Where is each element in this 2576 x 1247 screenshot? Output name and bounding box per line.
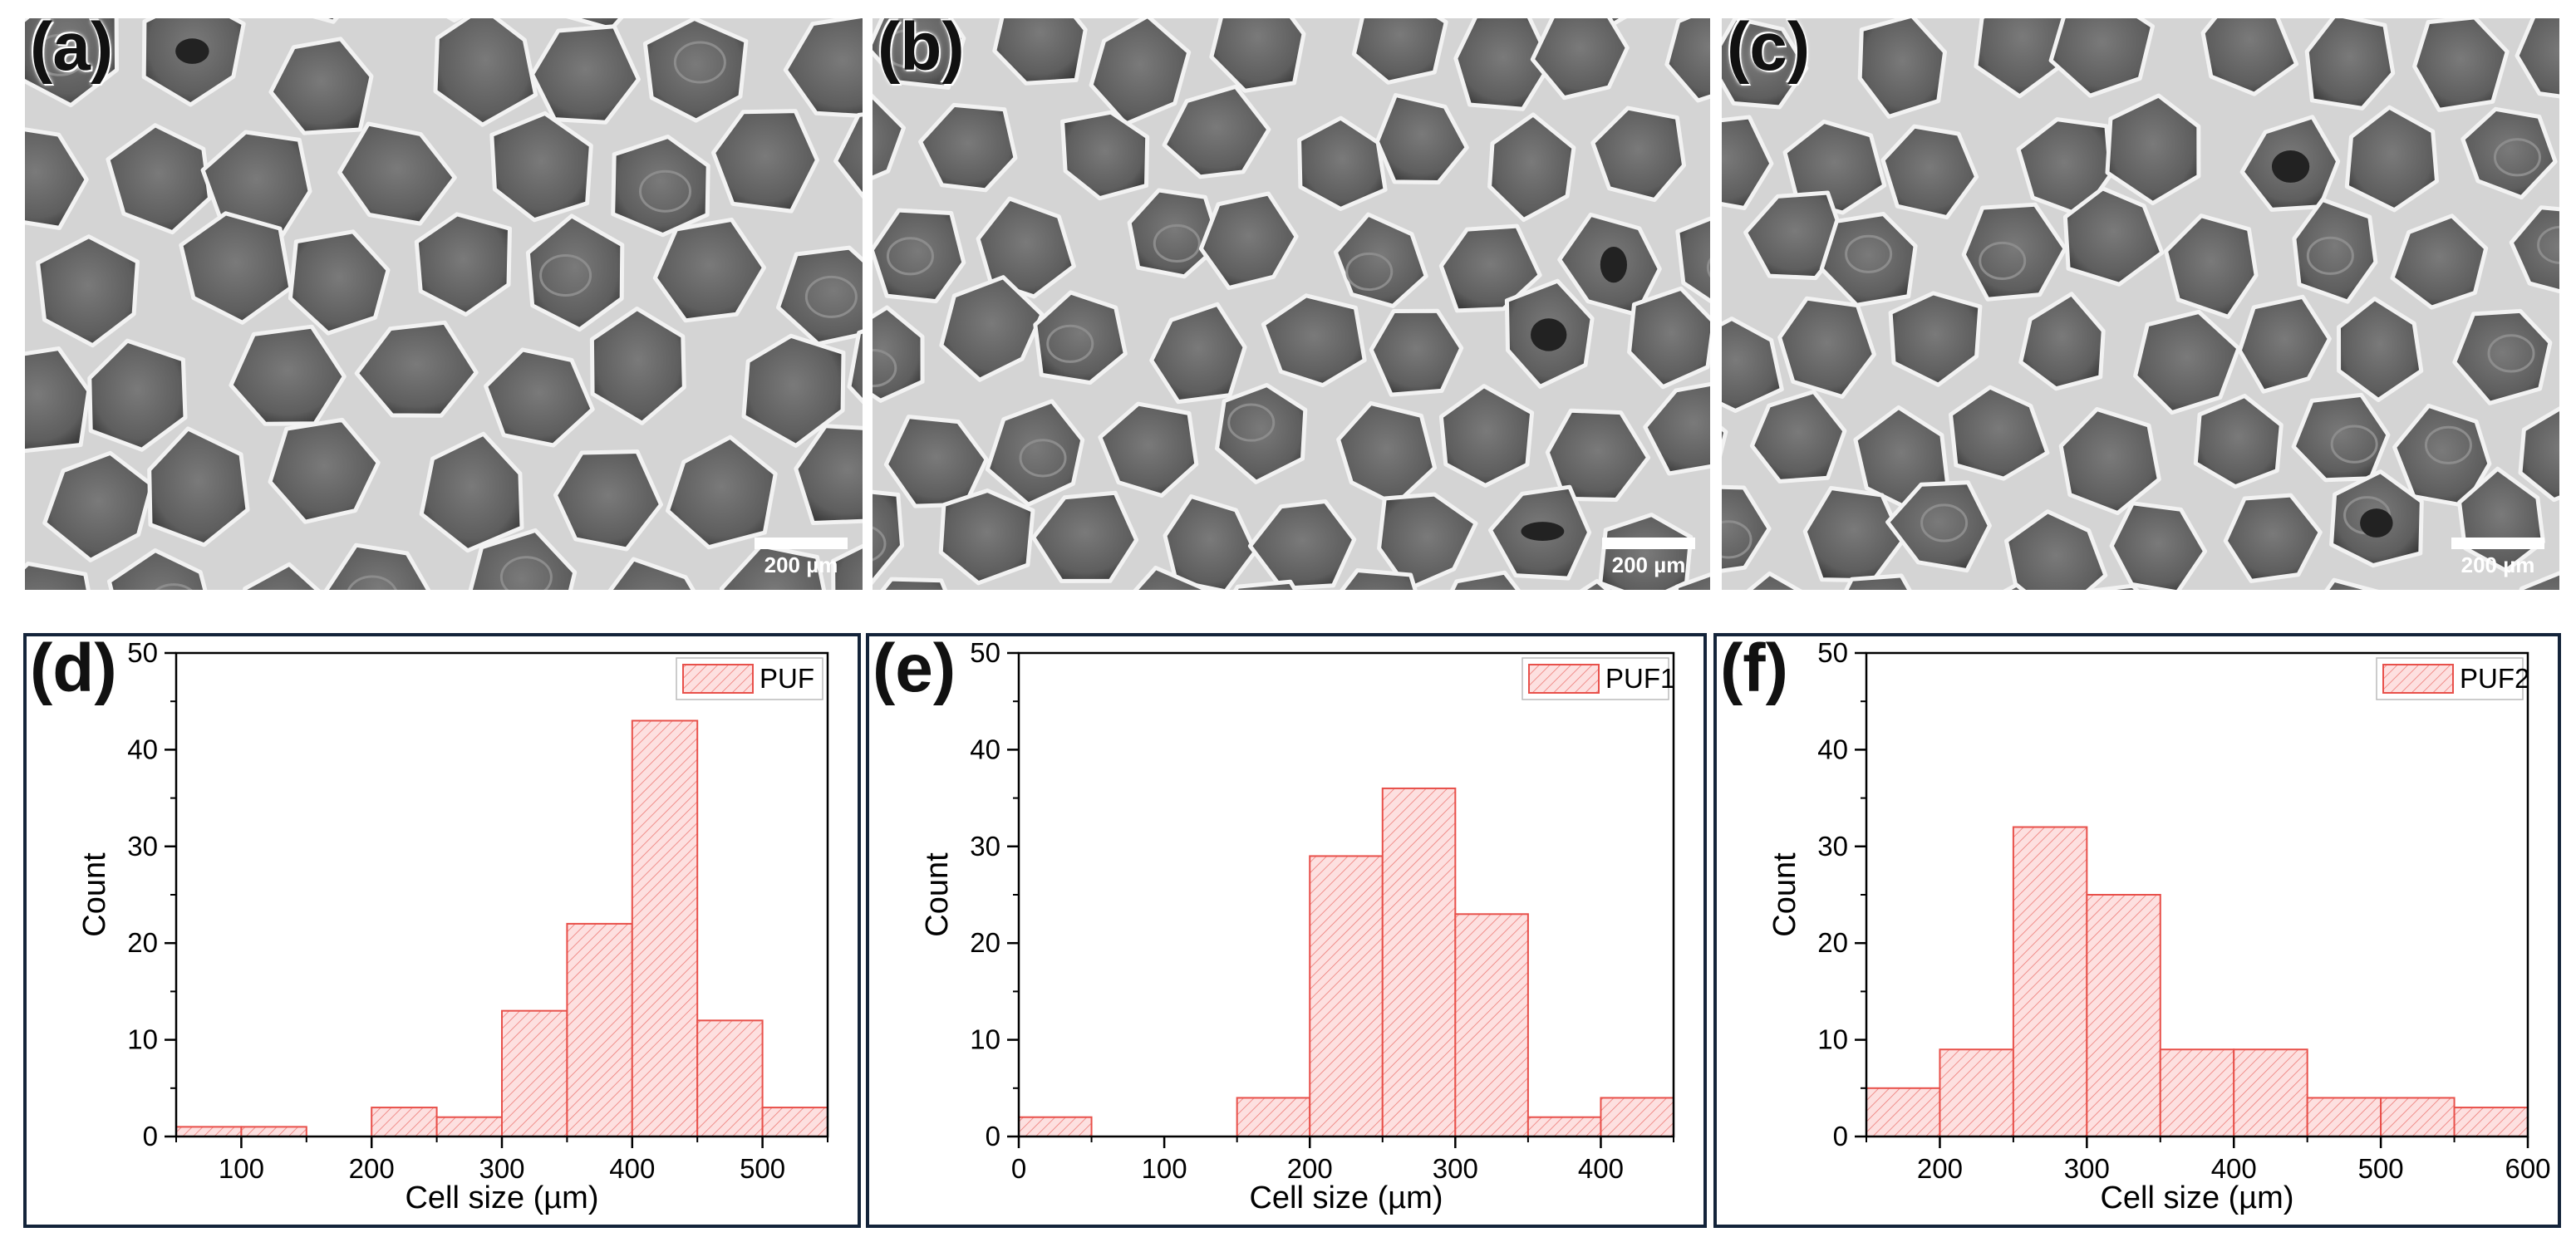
legend-label: PUF1 (1605, 663, 1675, 694)
histogram-bar (1018, 1116, 1093, 1137)
y-tick-label: 40 (1817, 734, 1848, 764)
y-tick-label: 30 (1817, 831, 1848, 862)
y-tick-label: 10 (127, 1024, 158, 1055)
histogram-bar (696, 1019, 764, 1137)
y-axis-label: Count (77, 852, 112, 937)
sem-foam-micrograph (1722, 18, 2559, 590)
histogram-bar (2012, 826, 2088, 1138)
x-tick-label: 200 (349, 1153, 395, 1184)
histogram-panel-d: 0 10 20 30 40 50 100 200 300 400 500 Cell size (µm)… (23, 633, 861, 1228)
panel-label: (e) (873, 631, 956, 706)
sem-image-a: (a) 200 µm (25, 18, 863, 590)
panel-label: (f) (1720, 631, 1788, 706)
y-tick-label: 20 (970, 927, 1000, 958)
panel-label: (b) (878, 18, 965, 85)
histogram-bar (2159, 1048, 2235, 1137)
histogram-bar (2233, 1048, 2308, 1137)
y-axis-label: Count (1767, 852, 1802, 937)
histogram-bar (240, 1126, 307, 1137)
x-tick-label: 500 (2358, 1153, 2404, 1184)
histogram-bar (1526, 1116, 1602, 1137)
y-tick-label: 20 (1817, 927, 1848, 958)
x-tick-label: 400 (609, 1153, 655, 1184)
histogram-panel-e: 0 10 20 30 40 50 0 100 200 300 400 Cell size (µm) Co… (866, 633, 1707, 1228)
histogram-bar (1939, 1048, 2014, 1137)
y-tick-label: 0 (1833, 1121, 1848, 1151)
histogram-bar (1600, 1097, 1675, 1138)
x-tick-label: 100 (219, 1153, 264, 1184)
x-tick-label: 300 (2064, 1153, 2110, 1184)
legend-swatch (682, 664, 754, 694)
histogram-bar (1381, 787, 1457, 1138)
scale-bar-line (2451, 538, 2544, 549)
scale-bar-label: 200 µm (764, 552, 838, 577)
y-tick-label: 50 (1817, 637, 1848, 668)
histogram-bar (2086, 894, 2161, 1137)
legend-swatch (2382, 664, 2454, 694)
panel-label: (a) (30, 18, 114, 85)
x-tick-label: 300 (479, 1153, 524, 1184)
histogram-bar (371, 1107, 438, 1138)
histogram-bar (1236, 1097, 1311, 1138)
scale-bar: 200 µm (755, 538, 848, 578)
histogram-chart: 0 10 20 30 40 50 200 300 400 500 600 Cell size (µm)… (1767, 637, 2551, 1215)
histogram-bar (1866, 1087, 1941, 1137)
histogram-bar (435, 1116, 504, 1137)
histogram-bar (2453, 1107, 2529, 1138)
panel-label: (d) (30, 631, 117, 706)
legend-swatch (1528, 664, 1600, 694)
y-tick-label: 50 (970, 637, 1000, 668)
histogram-bar (566, 922, 633, 1137)
x-axis-label: Cell size (µm) (2100, 1181, 2293, 1215)
y-tick-label: 0 (143, 1121, 158, 1151)
scale-bar: 200 µm (2451, 538, 2544, 578)
y-tick-label: 40 (970, 734, 1000, 764)
x-tick-label: 200 (1287, 1153, 1333, 1184)
y-tick-label: 50 (127, 637, 158, 668)
x-tick-label: 0 (1011, 1153, 1026, 1184)
y-tick-label: 30 (127, 831, 158, 862)
scale-bar-line (1602, 538, 1695, 549)
histogram-bar (1309, 855, 1384, 1137)
x-axis-label: Cell size (µm) (405, 1181, 598, 1215)
sem-foam-micrograph (873, 18, 1710, 590)
y-axis-label: Count (920, 852, 955, 937)
histogram-bar (2380, 1097, 2456, 1138)
x-tick-label: 400 (1578, 1153, 1624, 1184)
panel-label: (c) (1727, 18, 1811, 85)
y-tick-label: 30 (970, 831, 1000, 862)
legend-label: PUF (760, 663, 814, 694)
histogram-bar (631, 719, 699, 1137)
x-tick-label: 300 (1433, 1153, 1478, 1184)
histogram-bar (1454, 913, 1529, 1137)
histogram-chart: 0 10 20 30 40 50 100 200 300 400 500 Cell size (µm)… (77, 637, 829, 1215)
histogram-bar (761, 1107, 828, 1138)
scale-bar-label: 200 µm (1611, 552, 1686, 577)
y-tick-label: 0 (986, 1121, 1000, 1151)
y-tick-label: 20 (127, 927, 158, 958)
sem-image-b: (b) 200 µm (873, 18, 1710, 590)
histogram-panel-f: 0 10 20 30 40 50 200 300 400 500 600 Cell size (µm)… (1713, 633, 2561, 1228)
scale-bar-line (755, 538, 848, 549)
x-tick-label: 500 (740, 1153, 785, 1184)
histogram-bar (2306, 1097, 2382, 1138)
legend-label: PUF2 (2460, 663, 2529, 694)
scale-bar: 200 µm (1602, 538, 1695, 578)
y-tick-label: 10 (1817, 1024, 1848, 1055)
x-axis-label: Cell size (µm) (1249, 1181, 1443, 1215)
x-tick-label: 200 (1917, 1153, 1963, 1184)
x-tick-label: 600 (2505, 1153, 2550, 1184)
sem-image-c: (c) 200 µm (1722, 18, 2559, 590)
scale-bar-label: 200 µm (2460, 552, 2535, 577)
histogram-bar (501, 1009, 568, 1137)
x-tick-label: 400 (2211, 1153, 2257, 1184)
histogram-chart: 0 10 20 30 40 50 0 100 200 300 400 Cell size (µm) Co… (920, 637, 1675, 1215)
sem-foam-micrograph (25, 18, 863, 590)
histogram-bar (175, 1126, 243, 1137)
y-tick-label: 40 (127, 734, 158, 764)
x-tick-label: 100 (1142, 1153, 1187, 1184)
y-tick-label: 10 (970, 1024, 1000, 1055)
